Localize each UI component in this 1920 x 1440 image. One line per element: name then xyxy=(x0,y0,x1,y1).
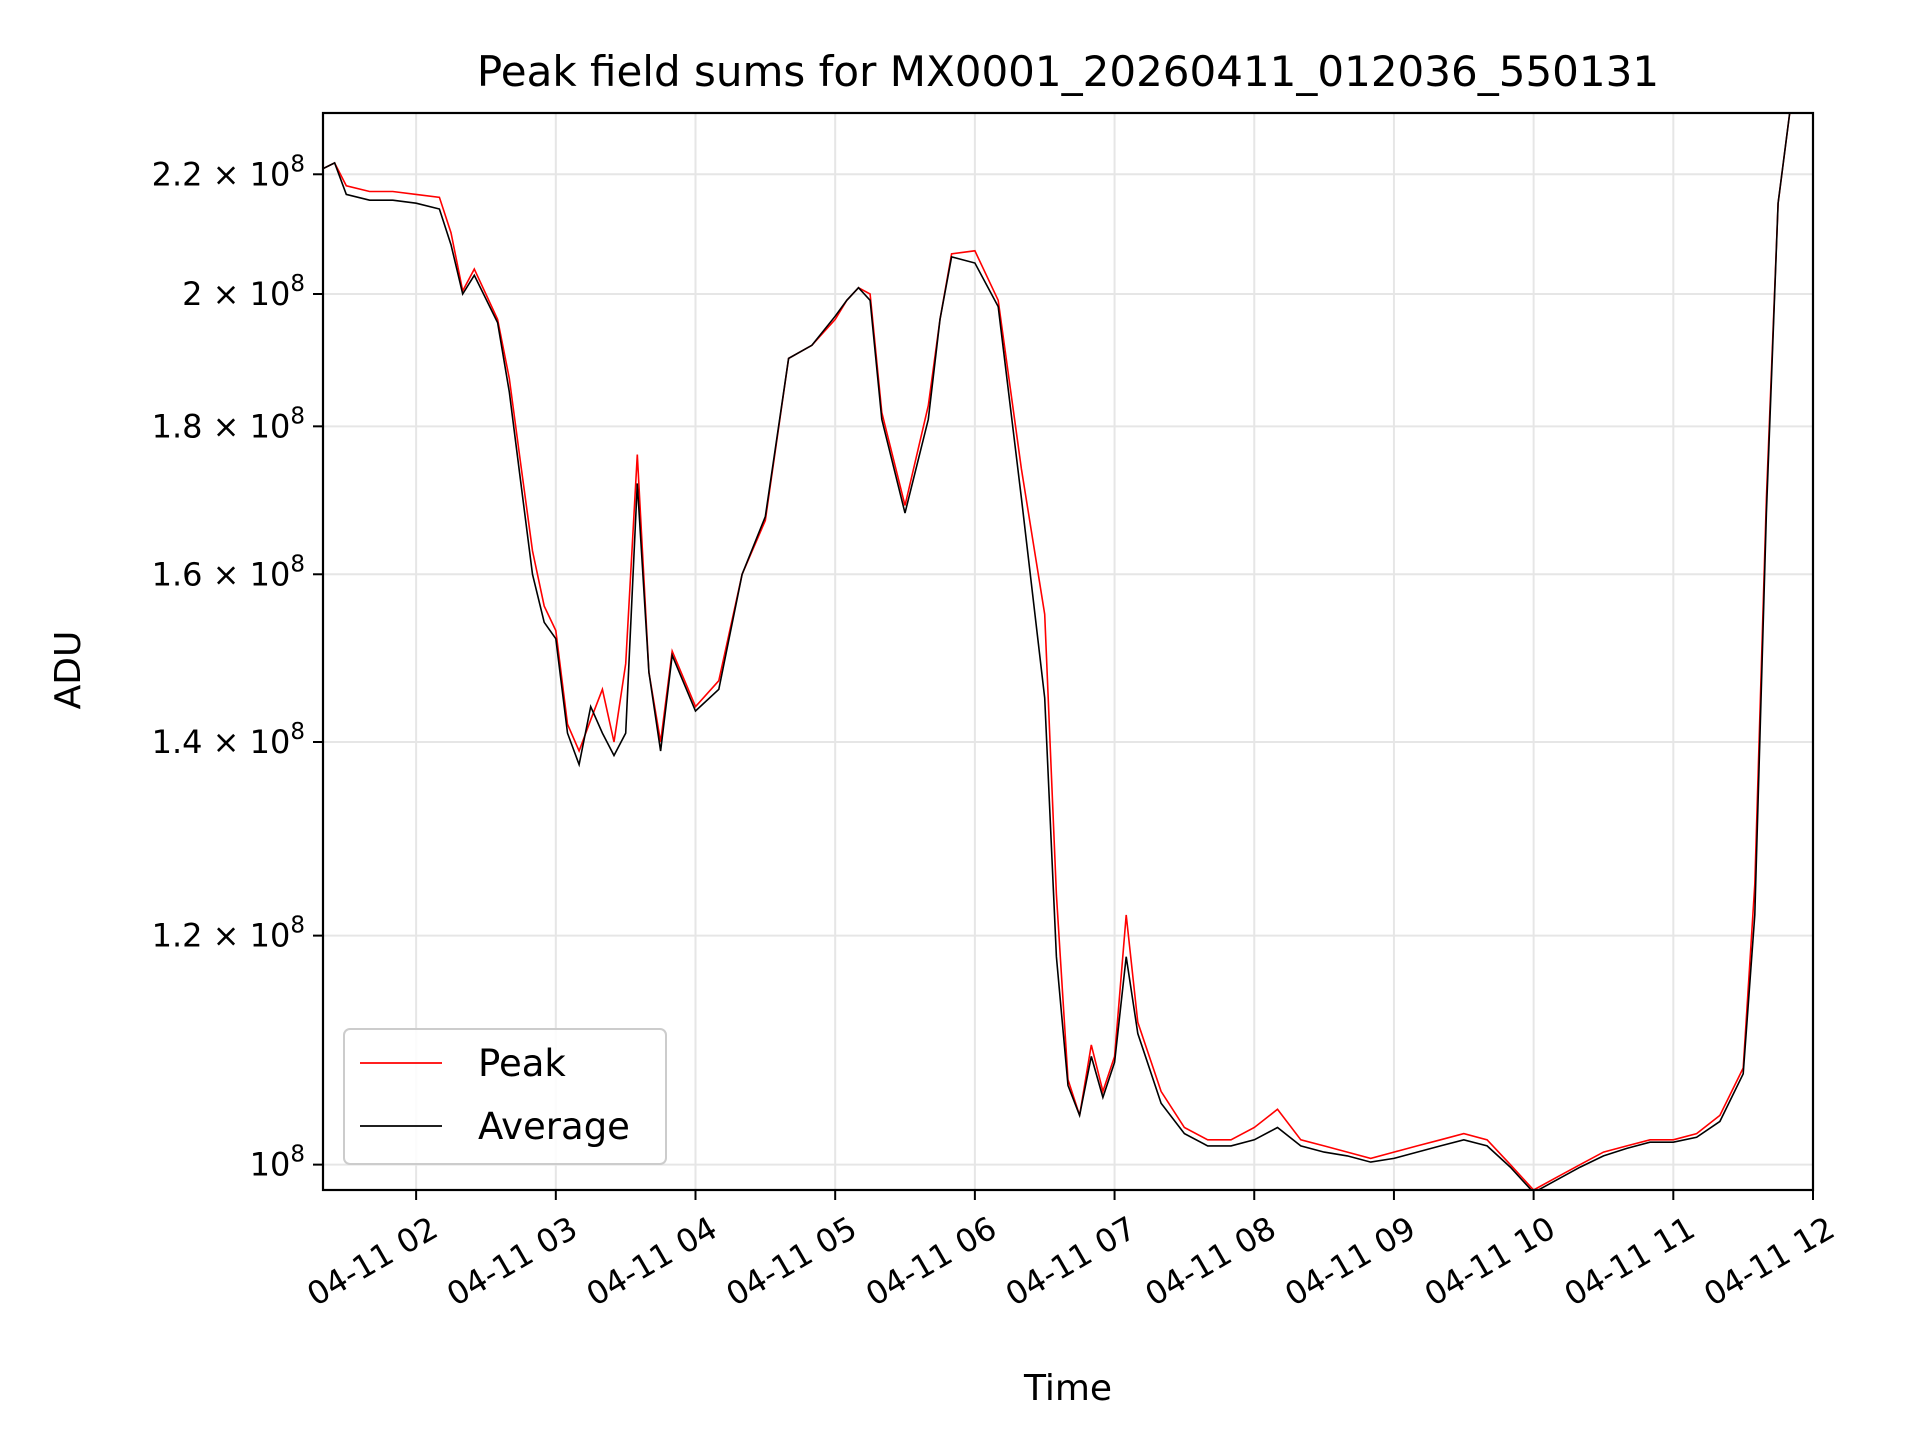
series-layer xyxy=(323,113,1802,1190)
series-line-average xyxy=(323,113,1802,1190)
y-tick-label: 1.2 × 108 xyxy=(152,913,305,955)
legend: Peak Average xyxy=(343,1028,667,1165)
x-tick-label: 04-11 10 xyxy=(1418,1209,1562,1314)
legend-label-peak: Peak xyxy=(478,1042,566,1085)
y-axis-label: ADU xyxy=(48,631,89,710)
x-tick-label: 04-11 05 xyxy=(720,1209,864,1314)
x-tick-label: 04-11 02 xyxy=(301,1209,445,1314)
y-tick-label: 1.6 × 108 xyxy=(152,551,305,593)
x-axis-label: Time xyxy=(1023,1368,1112,1409)
legend-label-average: Average xyxy=(478,1105,630,1148)
x-tick-label: 04-11 12 xyxy=(1697,1209,1841,1314)
x-tick-label: 04-11 04 xyxy=(580,1209,724,1314)
plot-frame xyxy=(321,111,1815,1192)
x-tick-label: 04-11 03 xyxy=(440,1209,584,1314)
x-tick-label: 04-11 06 xyxy=(859,1209,1003,1314)
y-axis: 108 1.2 × 108 1.4 × 108 1.6 × 108 1.8 × 108 2… xyxy=(152,151,323,1184)
x-tick-label: 04-11 07 xyxy=(999,1209,1143,1314)
x-tick-label: 04-11 08 xyxy=(1139,1209,1283,1314)
y-tick-label: 2 × 108 xyxy=(182,271,305,313)
y-tick-label: 1.8 × 108 xyxy=(152,403,305,445)
chart-title: Peak field sums for MX0001_20260411_0120… xyxy=(477,47,1659,96)
x-tick-label: 04-11 09 xyxy=(1278,1209,1422,1314)
y-tick-label: 2.2 × 108 xyxy=(152,151,305,193)
x-tick-label: 04-11 11 xyxy=(1558,1209,1702,1314)
y-tick-label: 108 xyxy=(250,1142,305,1184)
series-line-peak xyxy=(323,113,1802,1190)
y-tick-label: 1.4 × 108 xyxy=(152,719,305,761)
